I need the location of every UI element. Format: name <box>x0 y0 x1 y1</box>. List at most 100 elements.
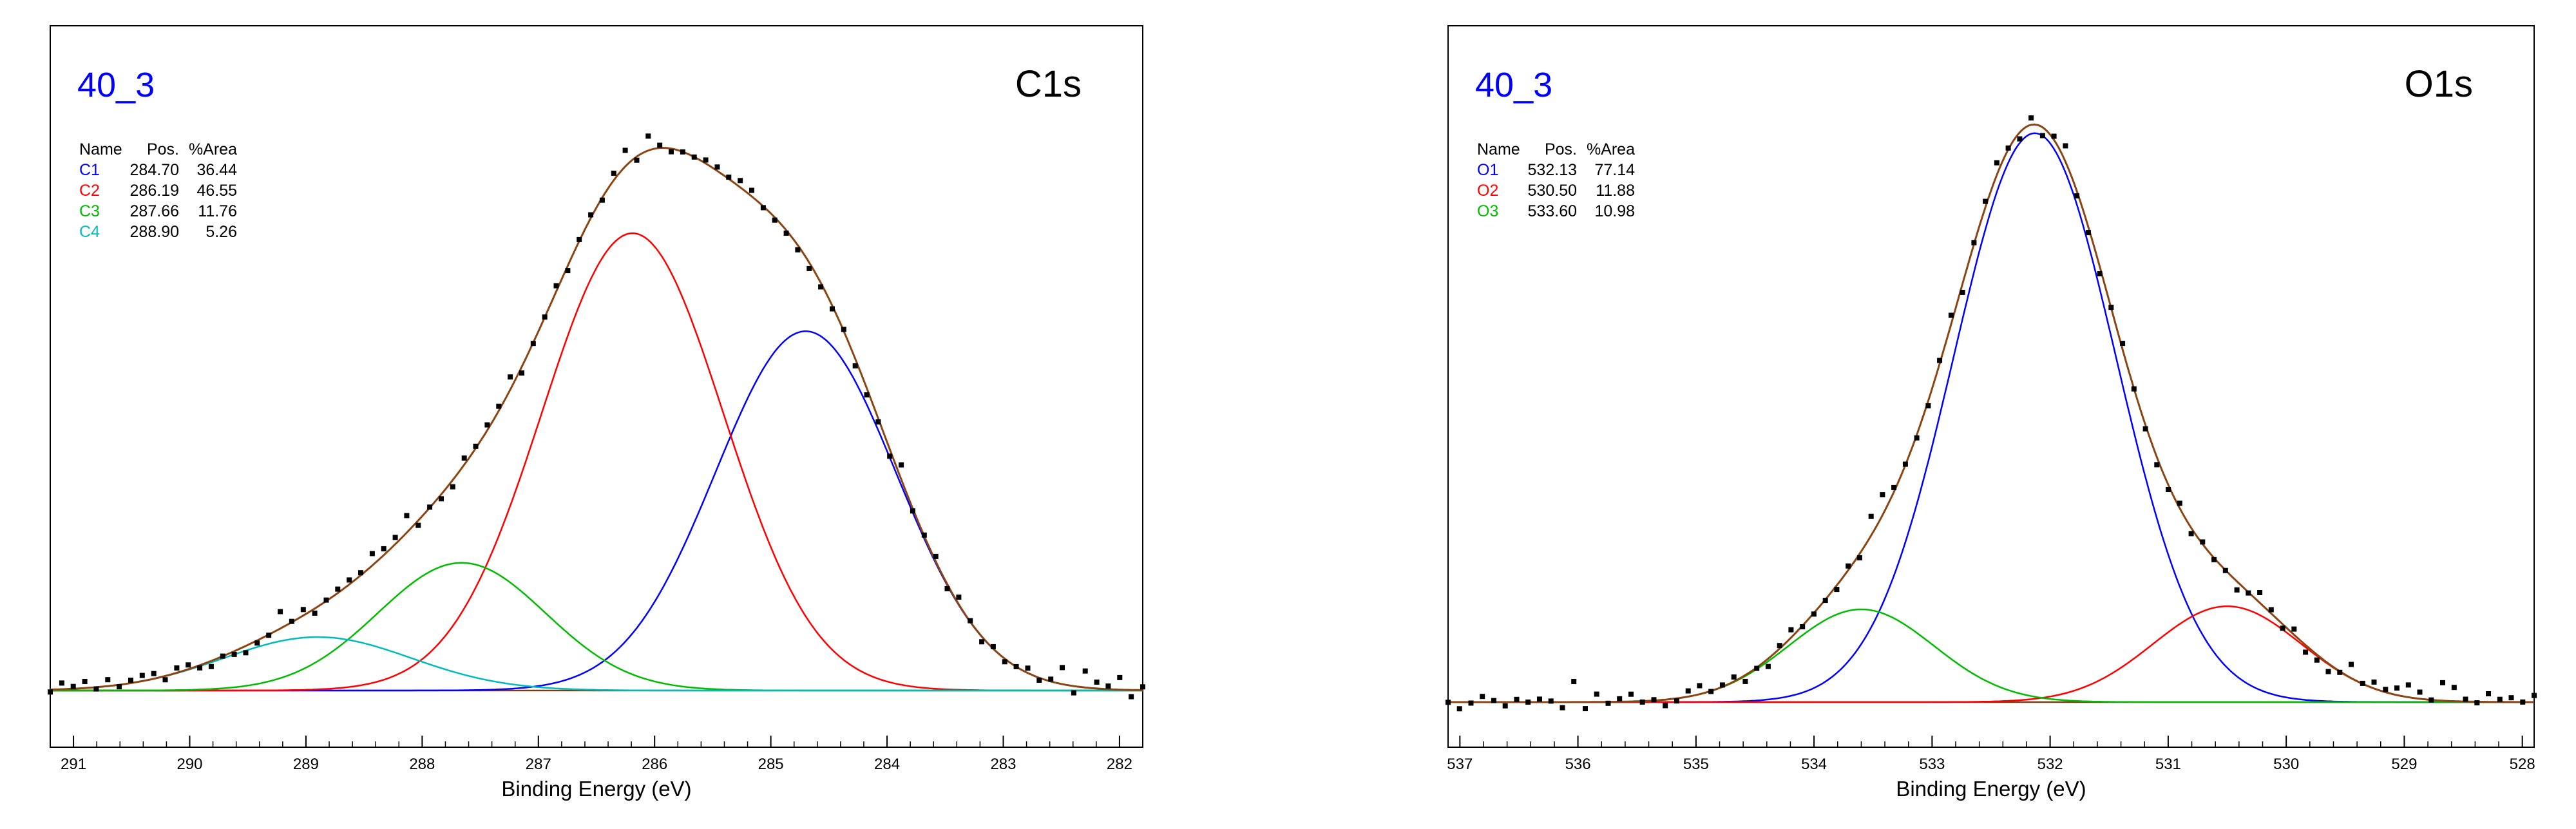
component-curve-c4 <box>50 636 1143 692</box>
data-point <box>1868 513 1874 519</box>
legend-area: 77.14 <box>1594 161 1635 179</box>
data-point <box>473 443 479 449</box>
data-point <box>59 680 64 686</box>
data-point <box>1048 676 1054 682</box>
data-point <box>841 327 846 332</box>
data-point <box>1639 699 1645 705</box>
table-header: %Area <box>1587 140 1635 158</box>
data-point <box>1491 698 1496 703</box>
data-point <box>105 677 111 683</box>
data-point <box>2371 679 2377 685</box>
data-point <box>2508 695 2514 701</box>
data-point <box>2440 680 2445 685</box>
data-point <box>300 607 306 613</box>
data-point <box>1697 683 1703 689</box>
data-point <box>1548 698 1554 704</box>
legend-area: 11.76 <box>198 202 237 220</box>
tick-label: 532 <box>2037 756 2063 773</box>
data-point <box>1002 659 1007 665</box>
plot-frame <box>50 25 1143 748</box>
data-point <box>577 236 582 242</box>
data-point <box>783 231 789 236</box>
x-axis-label: Binding Energy (eV) <box>1896 777 2086 801</box>
data-point <box>117 684 122 690</box>
data-point <box>875 419 881 424</box>
data-point <box>634 157 640 163</box>
data-point <box>243 650 249 656</box>
data-point <box>1663 703 1668 709</box>
legend-name: C4 <box>79 223 100 241</box>
data-point <box>1856 555 1862 560</box>
tick-label: 530 <box>2273 756 2299 773</box>
data-point <box>2417 689 2423 695</box>
tick-label: 289 <box>293 756 319 773</box>
tick-label: 531 <box>2155 756 2181 773</box>
data-point <box>1480 694 1485 700</box>
data-point <box>1731 674 1737 680</box>
data-point <box>645 133 651 139</box>
tick-label: 534 <box>1801 756 1827 773</box>
data-point <box>1560 705 1565 710</box>
chart-title: O1s <box>2405 63 2473 105</box>
data-point <box>369 551 375 557</box>
data-point <box>484 422 490 428</box>
data-point <box>611 170 616 176</box>
data-point <box>2188 531 2194 537</box>
data-point <box>1719 682 1725 688</box>
data-point <box>289 618 294 624</box>
tick-label: 287 <box>526 756 551 773</box>
data-point <box>990 643 996 649</box>
data-point <box>1537 696 1542 702</box>
data-point <box>1129 694 1134 700</box>
data-point <box>1583 706 1588 712</box>
data-point <box>2097 271 2103 276</box>
data-point <box>2291 626 2297 632</box>
data-point <box>1594 691 1599 697</box>
data-point <box>2063 143 2068 149</box>
chart-panel-c1s: 291 290 289 288 287 286 285 284 283 282 Binding En… <box>48 25 1145 801</box>
data-point <box>2303 649 2309 655</box>
data-point <box>588 212 594 218</box>
envelope-curve <box>1448 123 2534 703</box>
table-header: Pos. <box>1545 140 1577 158</box>
data-point <box>278 609 283 615</box>
legend-pos: 287.66 <box>130 202 179 220</box>
data-point <box>186 662 191 668</box>
data-point <box>1117 674 1123 680</box>
data-point <box>93 686 99 692</box>
data-point <box>1571 679 1577 684</box>
data-point <box>2451 685 2457 691</box>
legend-name: C1 <box>79 161 100 179</box>
data-point <box>599 197 605 203</box>
data-point <box>968 618 973 624</box>
component-curve-c2 <box>50 232 1143 692</box>
data-point <box>1822 598 1828 604</box>
data-point <box>174 665 180 671</box>
legend-name: O2 <box>1477 182 1498 200</box>
data-point <box>1094 680 1100 685</box>
data-point <box>2085 230 2091 236</box>
legend-name: O1 <box>1477 161 1498 179</box>
legend-name: C3 <box>79 202 100 220</box>
data-point <box>1880 492 1885 498</box>
data-point <box>1651 697 1657 703</box>
data-point <box>542 314 548 320</box>
data-point <box>2360 680 2365 686</box>
data-point <box>335 586 341 592</box>
tick-label: 533 <box>1919 756 1945 773</box>
sample-label: 40_3 <box>77 66 155 104</box>
data-point <box>450 484 455 490</box>
data-point <box>738 178 743 184</box>
data-point <box>1605 700 1611 706</box>
data-point <box>1617 696 1623 701</box>
data-point <box>1685 688 1691 694</box>
data-point <box>714 164 720 170</box>
data-point <box>519 370 524 376</box>
data-point <box>220 653 225 659</box>
data-point <box>2222 567 2228 573</box>
data-point <box>1914 435 1920 441</box>
tick-label: 284 <box>874 756 900 773</box>
legend-area: 36.44 <box>196 161 237 179</box>
tick-label: 528 <box>2510 756 2535 773</box>
